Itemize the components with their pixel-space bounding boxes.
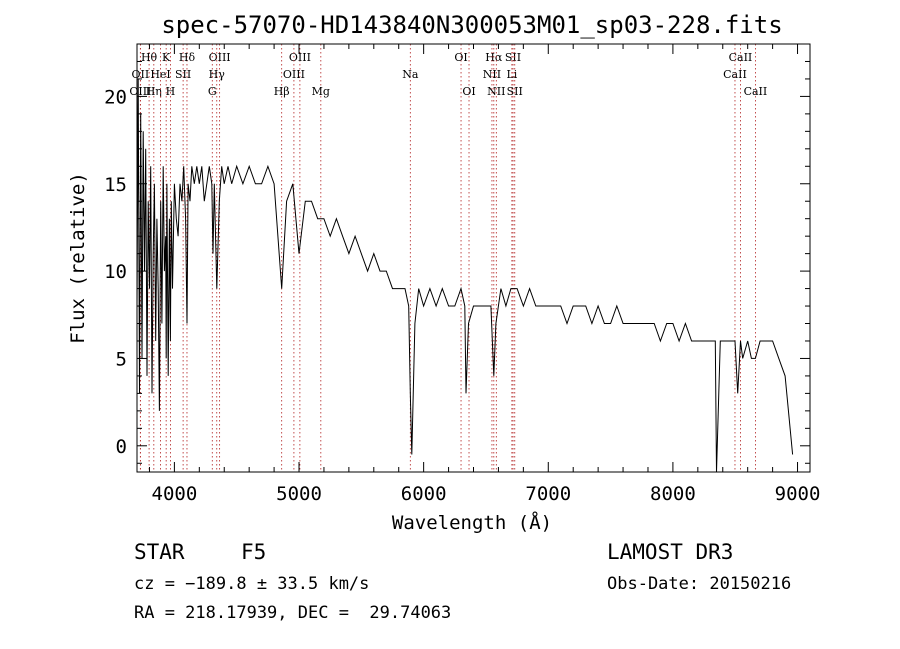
line-marker-label: CaII: [744, 85, 768, 98]
obs-date: Obs-Date: 20150216: [607, 574, 792, 594]
line-marker-label: OII: [132, 68, 150, 81]
x-tick-label: 7000: [525, 483, 571, 505]
x-tick-label: 9000: [775, 483, 821, 505]
x-tick-label: 5000: [276, 483, 322, 505]
x-tick-label: 4000: [152, 483, 198, 505]
y-tick-label: 0: [116, 436, 127, 458]
line-marker-label: Hη: [146, 85, 162, 98]
line-marker-label: CaII: [723, 68, 747, 81]
x-axis-label: Wavelength (Å): [392, 511, 552, 534]
line-marker-label: NII: [487, 85, 505, 98]
line-marker-label: OIII: [129, 85, 151, 98]
object-class: STAR: [134, 540, 185, 564]
plot-frame: [136, 43, 811, 473]
line-marker-label: OIII: [209, 51, 231, 64]
y-tick-label: 20: [104, 86, 127, 108]
line-marker-label: SII: [175, 68, 191, 81]
line-marker-label: Na: [402, 68, 419, 81]
line-marker-label: Hβ: [274, 85, 290, 98]
survey-name: LAMOST DR3: [607, 540, 734, 564]
line-marker-label: OIII: [283, 68, 305, 81]
line-marker-label: Hγ: [209, 68, 226, 81]
line-marker-label: G: [208, 85, 217, 98]
line-marker-label: OI: [462, 85, 475, 98]
line-marker-label: CaII: [729, 51, 753, 64]
line-marker-label: OI: [454, 51, 467, 64]
x-axis: 4000 5000 6000 7000 8000 9000: [148, 44, 821, 505]
coordinates: RA = 218.17939, DEC = 29.74063: [134, 603, 452, 623]
y-tick-label: 5: [116, 348, 127, 370]
line-marker-label: Hθ: [141, 51, 158, 64]
y-tick-label: 10: [104, 261, 127, 283]
y-axis: 0 5 10 15 20: [104, 60, 810, 464]
line-marker-label: Hα: [485, 51, 503, 64]
subclass: F5: [241, 540, 267, 564]
line-marker-label: K: [162, 51, 171, 64]
line-marker-label: Mg: [312, 85, 330, 98]
line-marker-label: SII: [505, 51, 521, 64]
y-axis-label: Flux (relative): [67, 172, 89, 344]
x-tick-label: 6000: [401, 483, 447, 505]
spectrum-line: [136, 78, 794, 473]
chart-title: spec-57070-HD143840N300053M01_sp03-228.f…: [161, 11, 782, 39]
x-tick-label: 8000: [650, 483, 696, 505]
line-marker-label: H: [166, 85, 176, 98]
line-marker-label: Li: [506, 68, 517, 81]
line-marker-label: SII: [507, 85, 523, 98]
line-marker-label: NII: [483, 68, 501, 81]
cz-value: cz = −189.8 ± 33.5 km/s: [134, 574, 370, 594]
line-marker-label: HeI: [150, 68, 170, 81]
line-marker-label: OIII: [289, 51, 311, 64]
line-marker-label: Hδ: [179, 51, 196, 64]
y-tick-label: 15: [104, 174, 127, 196]
